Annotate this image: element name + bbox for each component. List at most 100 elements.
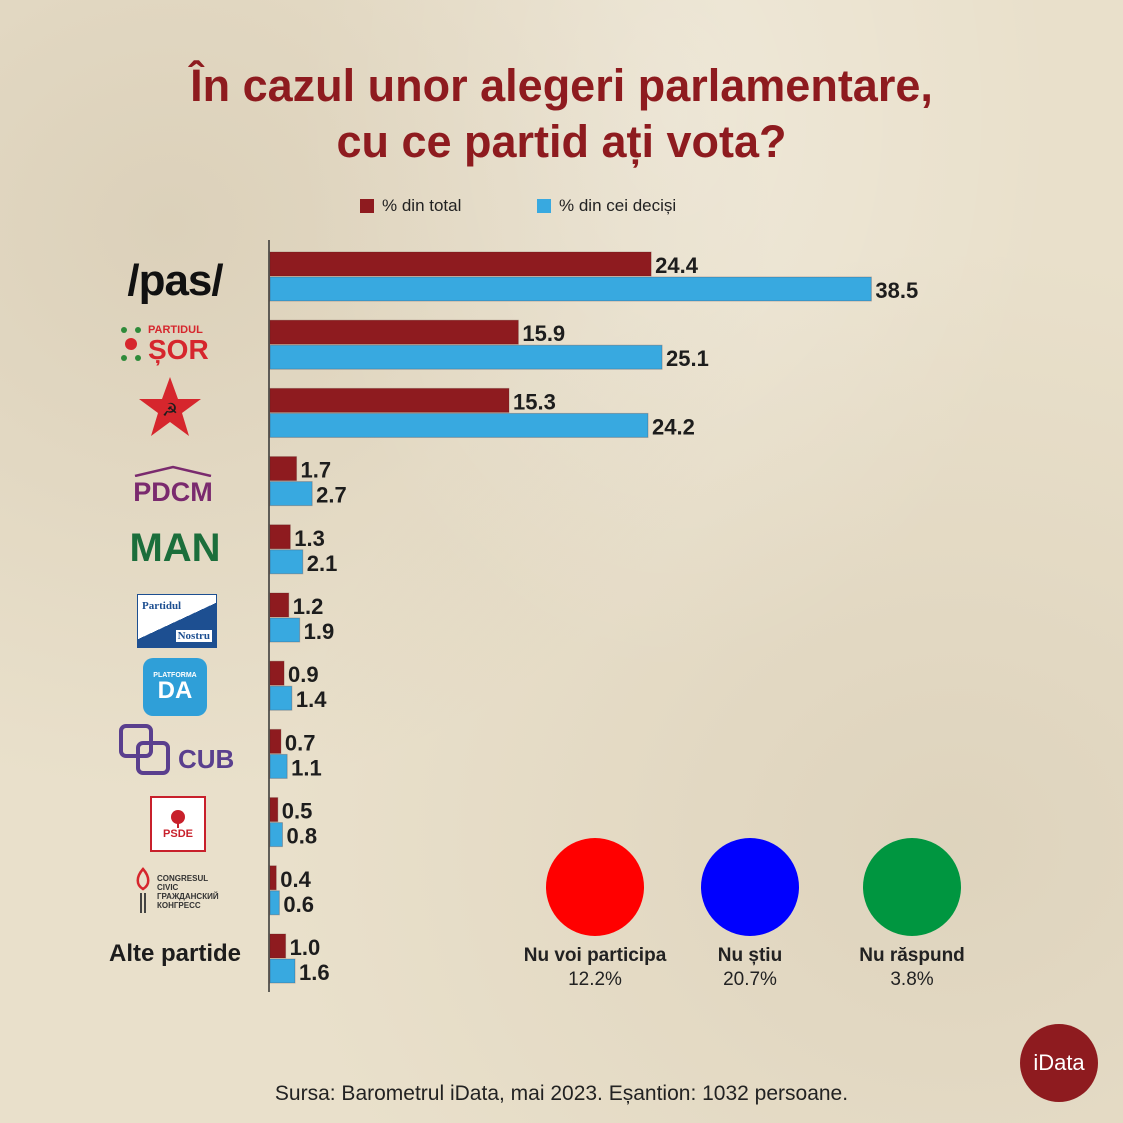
bar-decided-4	[269, 549, 304, 575]
bar-total-8	[269, 797, 279, 823]
bar-label-total-4: 1.3	[294, 526, 325, 551]
value-nu-voi-participa: 12.2%	[568, 969, 622, 990]
bar-label-decided-3: 2.7	[316, 483, 347, 508]
bar-label-decided-6: 1.4	[296, 687, 327, 712]
label-nu-stiu: Nu știu 20.7%	[655, 944, 845, 992]
logo-da-small: PLATFORMA	[153, 671, 197, 679]
pdcm-roof-icon	[134, 465, 212, 477]
bar-decided-3	[269, 481, 313, 507]
label-nu-voi-participa-text: Nu voi participa	[523, 945, 667, 966]
logo-pdcm-text: PDCM	[133, 476, 213, 507]
red-star-icon: ☭	[139, 377, 201, 436]
logo-pas: /pas/	[105, 250, 245, 312]
psde-rose-icon	[171, 810, 185, 828]
logo-cub: CUB	[118, 722, 238, 780]
bar-total-9	[269, 865, 277, 891]
cub-squares-icon	[119, 724, 170, 775]
logo-sor-small: PARTIDUL	[148, 323, 203, 336]
label-nu-stiu-text: Nu știu	[717, 945, 783, 966]
bar-total-3	[269, 456, 298, 482]
logo-pas-text: /pas/	[127, 256, 223, 305]
bar-label-decided-8: 0.8	[286, 824, 317, 849]
bar-decided-2	[269, 412, 649, 438]
bar-label-total-3: 1.7	[301, 458, 332, 483]
circle-nu-stiu	[701, 838, 799, 936]
bar-total-2	[269, 387, 510, 413]
bar-label-decided-1: 25.1	[666, 346, 709, 371]
logo-congresul-civic: CONGRESUL CIVIC ГРАЖДАНСКИЙ КОНГРЕСС	[132, 866, 232, 918]
logo-nostru-line2: Nostru	[175, 630, 212, 642]
bar-decided-7	[269, 753, 288, 779]
logo-nostru-line1: Partidul	[142, 600, 182, 612]
bar-label-total-10: 1.0	[290, 935, 321, 960]
label-nu-raspund: Nu răspund 3.8%	[817, 944, 1007, 992]
logo-platforma-da: PLATFORMA DA	[143, 658, 207, 716]
brand-logo: iData	[1020, 1024, 1098, 1102]
bar-label-total-7: 0.7	[285, 730, 316, 755]
bar-total-1	[269, 319, 519, 345]
logo-cub-text: CUB	[178, 743, 235, 774]
bar-decided-6	[269, 685, 293, 711]
logo-man: MAN	[115, 522, 235, 574]
bar-label-total-9: 0.4	[280, 867, 311, 892]
bar-total-6	[269, 660, 285, 686]
bar-total-4	[269, 524, 291, 550]
label-nu-voi-participa: Nu voi participa 12.2%	[500, 944, 690, 992]
bar-decided-0	[269, 276, 872, 302]
bar-total-5	[269, 592, 290, 618]
bar-total-10	[269, 933, 287, 959]
value-nu-raspund: 3.8%	[890, 969, 934, 990]
svg-text:☭: ☭	[162, 400, 178, 421]
logo-psde-text: PSDE	[163, 828, 193, 840]
bar-total-0	[269, 251, 652, 277]
title-line-1: În cazul unor alegeri parlamentare,	[190, 60, 933, 111]
bar-decided-5	[269, 617, 301, 643]
circle-nu-voi-participa	[546, 838, 644, 936]
logo-sor-big: ȘOR	[148, 333, 209, 365]
legend-item-decided: % din cei deciși	[537, 196, 676, 216]
bar-label-total-8: 0.5	[282, 799, 313, 824]
bar-label-total-0: 24.4	[655, 253, 699, 278]
bar-label-decided-5: 1.9	[304, 619, 335, 644]
logo-partidul-nostru: Partidul Nostru	[137, 594, 217, 648]
bar-label-total-2: 15.3	[513, 389, 556, 414]
bar-total-7	[269, 728, 282, 754]
chart-title: În cazul unor alegeri parlamentare, cu c…	[0, 58, 1123, 170]
bar-label-decided-2: 24.2	[652, 414, 695, 439]
bar-label-decided-0: 38.5	[875, 278, 918, 303]
source-note: Sursa: Barometrul iData, mai 2023. Eșant…	[274, 1082, 849, 1105]
bar-decided-1	[269, 344, 663, 370]
bar-label-total-6: 0.9	[288, 662, 319, 687]
congress-flame-icon	[136, 867, 150, 913]
logo-sor: PARTIDUL ȘOR	[118, 318, 238, 370]
bar-label-total-1: 15.9	[522, 321, 565, 346]
logo-cc-line2: CIVIC	[157, 883, 179, 892]
sor-flower-icon	[121, 327, 141, 361]
logo-da-big: DA	[157, 676, 193, 704]
logo-pcrm: ☭	[135, 374, 205, 440]
legend-label-total: % din total	[382, 196, 462, 215]
legend-label-decided: % din cei deciși	[559, 196, 677, 215]
legend-item-total: % din total	[360, 196, 461, 216]
circle-nu-raspund	[863, 838, 961, 936]
bar-label-decided-10: 1.6	[299, 960, 330, 985]
bar-decided-9	[269, 890, 280, 916]
title-line-2: cu ce partid ați vota?	[336, 116, 787, 167]
logo-psde: PSDE	[150, 796, 206, 852]
brand-text: iData	[1033, 1050, 1085, 1075]
logo-cc-line4: КОНГРЕСС	[157, 901, 201, 910]
label-alte-partide: Alte partide	[108, 940, 242, 967]
bar-decided-8	[269, 822, 283, 848]
bar-decided-10	[269, 958, 296, 984]
logo-cc-line3: ГРАЖДАНСКИЙ	[157, 892, 219, 901]
logo-man-text: MAN	[129, 525, 221, 570]
value-nu-stiu: 20.7%	[723, 969, 777, 990]
logo-cc-line1: CONGRESUL	[157, 874, 209, 883]
legend-swatch-total	[360, 199, 374, 213]
legend-swatch-decided	[537, 199, 551, 213]
bar-label-decided-9: 0.6	[283, 892, 314, 917]
label-nu-raspund-text: Nu răspund	[859, 945, 965, 966]
bar-label-total-5: 1.2	[293, 594, 324, 619]
bar-label-decided-4: 2.1	[307, 551, 338, 576]
